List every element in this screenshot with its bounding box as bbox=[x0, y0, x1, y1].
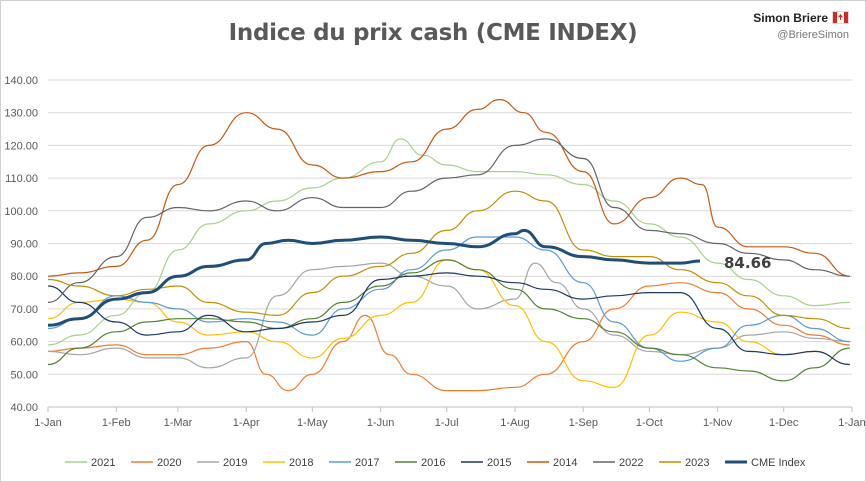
x-tick-label: 1-Feb bbox=[102, 417, 131, 429]
x-tick-label: 1-Jan bbox=[838, 417, 866, 429]
legend-item: 2019 bbox=[197, 457, 247, 469]
y-tick-label: 140.00 bbox=[4, 75, 38, 87]
legend-label: 2017 bbox=[355, 457, 379, 469]
series-line-2023 bbox=[47, 190, 850, 330]
legend-label: 2018 bbox=[289, 457, 313, 469]
author-name: Simon Briere bbox=[753, 11, 828, 25]
legend-label: 2020 bbox=[157, 457, 181, 469]
legend-item: 2016 bbox=[395, 457, 445, 469]
chart-title: Indice du prix cash (CME INDEX) bbox=[228, 20, 638, 46]
y-tick-label: 100.00 bbox=[4, 206, 38, 218]
legend-label: 2021 bbox=[91, 457, 115, 469]
legend-label: 2016 bbox=[421, 457, 445, 469]
y-axis-ticks: 40.00 50.00 60.00 70.00 80.00 90.00 100.00 110.… bbox=[4, 75, 38, 414]
y-tick-label: 110.00 bbox=[5, 173, 38, 185]
legend-label: CME Index bbox=[751, 457, 806, 469]
x-tick-label: 1-Jun bbox=[367, 417, 395, 429]
y-tick-label: 120.00 bbox=[4, 140, 38, 152]
series-line-2017 bbox=[47, 236, 850, 362]
series-line-2022 bbox=[47, 138, 850, 303]
canada-flag-icon bbox=[832, 11, 849, 24]
x-tick-label: 1-Jan bbox=[34, 417, 62, 429]
legend-item: 2015 bbox=[461, 457, 511, 469]
x-tick-label: 1-May bbox=[297, 417, 328, 429]
y-tick-label: 80.00 bbox=[10, 271, 38, 283]
x-tick-label: 1-Apr bbox=[233, 417, 260, 429]
series-lines: 84.66 bbox=[47, 99, 850, 392]
series-line-2021 bbox=[47, 138, 850, 346]
series-line-cme-index bbox=[47, 228, 701, 327]
legend-item: 2021 bbox=[65, 457, 115, 469]
author-handle: @BriereSimon bbox=[777, 29, 849, 41]
legend-item: 2017 bbox=[329, 457, 379, 469]
y-tick-label: 60.00 bbox=[10, 337, 38, 349]
x-tick-label: 1-Jul bbox=[435, 417, 459, 429]
x-tick-label: 1-Nov bbox=[703, 417, 733, 429]
legend-item: CME Index bbox=[725, 457, 806, 469]
series-line-2015 bbox=[47, 272, 850, 366]
legend-item: 2014 bbox=[527, 457, 577, 469]
y-tick-label: 70.00 bbox=[10, 304, 38, 316]
y-tick-label: 90.00 bbox=[10, 239, 38, 251]
x-tick-label: 1-Aug bbox=[500, 417, 529, 429]
x-tick-label: 1-Mar bbox=[164, 417, 193, 429]
x-tick-label: 1-Oct bbox=[636, 417, 663, 429]
legend-label: 2022 bbox=[619, 457, 643, 469]
series-line-2020 bbox=[47, 282, 850, 392]
y-tick-label: 50.00 bbox=[10, 369, 38, 381]
y-tick-label: 40.00 bbox=[10, 402, 38, 414]
legend-label: 2019 bbox=[223, 457, 247, 469]
legend-label: 2015 bbox=[487, 457, 511, 469]
series-line-2016 bbox=[47, 259, 850, 382]
legend-item: 2023 bbox=[659, 457, 709, 469]
y-tick-label: 130.00 bbox=[4, 108, 38, 120]
legend-item: 2018 bbox=[263, 457, 313, 469]
series-line-2014 bbox=[47, 99, 850, 277]
author-block: Simon Briere @BriereSimon bbox=[753, 10, 849, 43]
legend-item: 2022 bbox=[593, 457, 643, 469]
last-value-label: 84.66 bbox=[724, 254, 771, 272]
x-tick-label: 1-Sep bbox=[569, 417, 598, 429]
x-axis-ticks: 1-Jan 1-Feb 1-Mar 1-Apr 1-May 1-Jun 1-Jul 1-Aug… bbox=[34, 406, 866, 429]
x-tick-label: 1-Dec bbox=[769, 417, 799, 429]
legend-item: 2020 bbox=[131, 457, 181, 469]
legend-label: 2014 bbox=[553, 457, 577, 469]
legend: 2021 2020 2019 2018 2017 2016 2015 2014 2022 2023… bbox=[65, 457, 806, 469]
legend-label: 2023 bbox=[685, 457, 709, 469]
